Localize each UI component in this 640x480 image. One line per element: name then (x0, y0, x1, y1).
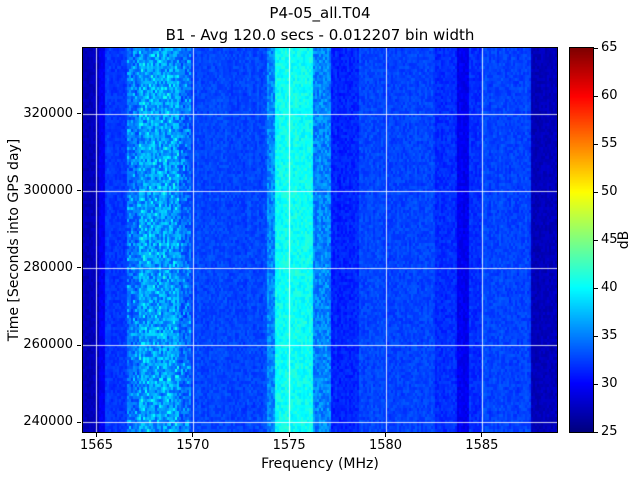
y-tick-mark (77, 190, 81, 192)
y-tick-label: 300000 (23, 182, 73, 198)
colorbar-canvas (570, 48, 593, 432)
x-tick-label: 1570 (176, 438, 210, 453)
x-tick-label: 1580 (368, 438, 403, 453)
y-tick-mark (77, 421, 81, 423)
y-tick-mark (77, 267, 81, 269)
y-tick-label: 240000 (23, 414, 73, 430)
y-axis-label: Time [Seconds into GPS day] (6, 138, 22, 342)
colorbar-tick-mark (594, 287, 598, 289)
x-tick-label: 1565 (79, 438, 114, 453)
y-tick-label: 280000 (23, 259, 73, 275)
colorbar-tick-label: 50 (601, 184, 618, 199)
colorbar-tick-label: 45 (601, 232, 618, 247)
colorbar-tick-mark (594, 431, 598, 433)
x-tick-mark (481, 433, 483, 437)
colorbar-tick-mark (594, 47, 598, 49)
colorbar-tick-label: 60 (601, 88, 618, 103)
y-tick-label: 320000 (23, 105, 73, 121)
colorbar-tick-mark (594, 191, 598, 193)
x-axis-label: Frequency (MHz) (261, 456, 379, 472)
x-tick-mark (95, 433, 97, 437)
plot-area (82, 47, 558, 433)
x-tick-label: 1575 (272, 438, 306, 453)
colorbar-tick-mark (594, 335, 598, 337)
colorbar-tick-label: 55 (601, 136, 618, 151)
x-tick-mark (288, 433, 290, 437)
x-tick-mark (385, 433, 386, 437)
colorbar-tick-label: 25 (601, 424, 618, 439)
x-tick-label: 1585 (465, 438, 499, 453)
y-tick-label: 260000 (23, 337, 73, 353)
colorbar-tick-mark (594, 143, 598, 145)
colorbar-tick-mark (594, 383, 598, 385)
y-tick-mark (77, 113, 81, 115)
axes-title: B1 - Avg 120.0 secs - 0.012207 bin width (165, 26, 475, 44)
colorbar-tick-label: 40 (601, 280, 618, 295)
colorbar-tick-label: 30 (601, 376, 618, 391)
colorbar (569, 47, 594, 433)
spectrogram-canvas (83, 48, 557, 432)
x-tick-mark (192, 433, 194, 437)
y-tick-mark (77, 344, 81, 346)
colorbar-tick-mark (594, 95, 598, 97)
colorbar-tick-label: 65 (601, 40, 618, 55)
colorbar-tick-mark (594, 239, 598, 241)
figure-title: P4-05_all.T04 (269, 4, 371, 22)
colorbar-tick-label: 35 (601, 328, 618, 343)
